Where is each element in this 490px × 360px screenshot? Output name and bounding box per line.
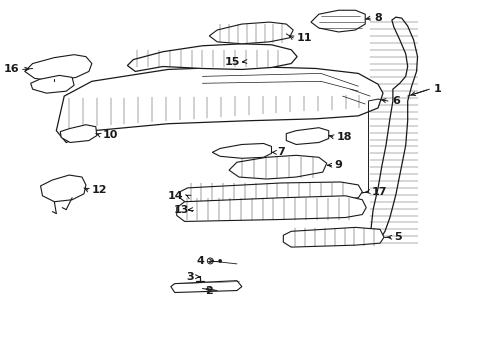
- Polygon shape: [286, 128, 329, 144]
- Polygon shape: [177, 196, 366, 221]
- Text: 9: 9: [335, 160, 343, 170]
- Polygon shape: [283, 228, 384, 247]
- Text: 3: 3: [186, 272, 194, 282]
- Text: 10: 10: [103, 130, 118, 140]
- Text: 15: 15: [224, 57, 240, 67]
- Polygon shape: [209, 22, 293, 44]
- Text: 16: 16: [3, 64, 19, 75]
- Text: 6: 6: [392, 96, 400, 106]
- Text: 8: 8: [374, 13, 382, 23]
- Polygon shape: [41, 175, 86, 202]
- Polygon shape: [171, 281, 242, 293]
- Text: 17: 17: [372, 187, 388, 197]
- Text: 12: 12: [92, 185, 107, 195]
- Text: 14: 14: [168, 191, 184, 201]
- Polygon shape: [56, 67, 383, 143]
- Polygon shape: [229, 155, 327, 179]
- Text: 13: 13: [173, 204, 189, 215]
- Polygon shape: [180, 182, 362, 204]
- Text: 5: 5: [394, 232, 401, 242]
- Text: 11: 11: [297, 33, 313, 43]
- Text: 4: 4: [196, 256, 204, 266]
- Polygon shape: [25, 55, 92, 81]
- Text: 1: 1: [433, 84, 441, 94]
- Text: 2: 2: [205, 285, 213, 296]
- Polygon shape: [60, 125, 97, 143]
- Text: 18: 18: [337, 131, 352, 141]
- Circle shape: [219, 260, 221, 262]
- Polygon shape: [127, 44, 297, 71]
- Polygon shape: [311, 10, 365, 32]
- Polygon shape: [212, 144, 271, 158]
- Polygon shape: [371, 17, 417, 241]
- Text: 7: 7: [277, 147, 285, 157]
- Polygon shape: [31, 75, 74, 93]
